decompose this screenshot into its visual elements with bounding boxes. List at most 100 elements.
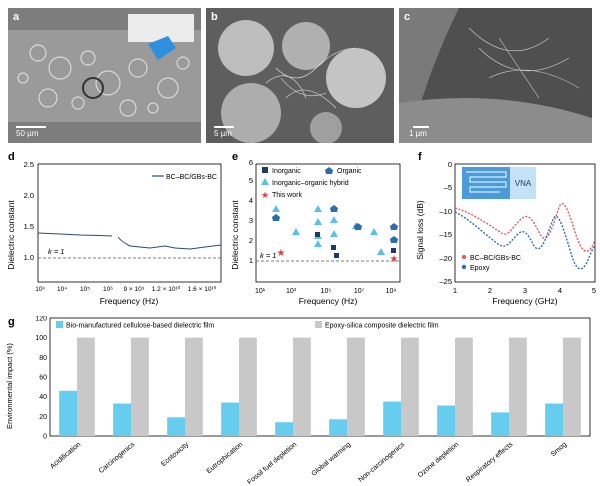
- chart-g-category-label: Global warming: [311, 441, 353, 478]
- chart-d-ylabel: Dielectric constant: [6, 200, 16, 270]
- chart-e-xtick: 10⁵: [321, 288, 332, 295]
- legend-organic-label: Organic: [337, 168, 362, 175]
- chart-e-organic-points: [272, 205, 398, 243]
- chart-f-ytick: 0: [448, 160, 452, 169]
- inset-vna-label: VNA: [515, 179, 532, 188]
- chart-d-xlabel: Frequency (Hz): [100, 296, 159, 306]
- bar-bio: [437, 405, 455, 436]
- panel-letter-b: b: [211, 11, 218, 23]
- bar-bio: [221, 402, 239, 436]
- chart-e: Dielectric constant 1 2 3 4 5 6 k = 1 In…: [230, 158, 401, 306]
- chart-e-ytick: 4: [249, 196, 253, 205]
- chart-g-ytick: 40: [39, 394, 47, 401]
- bar-epoxy: [239, 337, 257, 436]
- chart-f-legend-bc-marker: [461, 254, 467, 260]
- organic-point: [354, 223, 362, 230]
- chart-e-inorganic-points: [315, 232, 396, 258]
- chart-d-xtick: 10⁴: [57, 286, 67, 293]
- chart-g-category-label: Non-carcinogenics: [357, 441, 406, 484]
- inorganic-point: [315, 232, 320, 237]
- inorganic-point: [391, 248, 396, 253]
- bar-bio: [167, 417, 185, 436]
- chart-d-ytick: 1.0: [24, 253, 34, 262]
- chart-d-xtick: 9 × 10⁹: [123, 286, 144, 293]
- chart-e-hybrid-points: [272, 205, 385, 255]
- this-work-point: ★: [277, 248, 286, 259]
- chart-f-xtick: 3: [523, 286, 527, 295]
- legend-epoxy-label: Epoxy-silica composite dielectric film: [325, 323, 439, 330]
- legend-organic-marker: [325, 167, 333, 174]
- chart-g-ylabel: Environmental impact (%): [5, 343, 14, 429]
- chart-d-ytick: 2.0: [24, 191, 34, 200]
- bar-epoxy: [293, 337, 311, 436]
- panel-letter-d: d: [8, 151, 15, 163]
- chart-d-xtick: 10³: [35, 286, 45, 293]
- chart-f-xtick: 4: [558, 286, 562, 295]
- chart-g: Environmental impact (%) Bio-manufacture…: [5, 316, 591, 484]
- sem-image-c: c 1 µm: [399, 8, 592, 143]
- chart-d-frame: [37, 163, 222, 283]
- chart-e-xtick: 10³: [286, 288, 297, 295]
- inset-meander-line: [466, 171, 507, 193]
- sem-texture-b: [206, 8, 394, 143]
- chart-e-ytick: 6: [249, 158, 253, 167]
- legend-hybrid-marker: [261, 178, 269, 185]
- chart-f-series-epoxy: [454, 211, 596, 270]
- chart-d-ytick: 2.5: [24, 160, 34, 169]
- chart-g-category-label: Ozone depletion: [417, 441, 461, 479]
- organic-point: [390, 223, 398, 230]
- chart-f-ytick: –20: [439, 254, 452, 263]
- inorganic-point: [334, 253, 339, 258]
- chart-d: Dielectric constant 1.0 1.5 2.0 2.5 k = …: [6, 160, 222, 306]
- legend-bio-label: Bio-manufactured cellulose-based dielect…: [66, 323, 214, 330]
- bar-epoxy: [455, 337, 473, 436]
- bar-bio: [329, 419, 347, 436]
- chart-g-category-label: Smog: [550, 441, 569, 458]
- scale-bar-b: [214, 126, 234, 128]
- chart-g-category-label: Carcinogenics: [98, 441, 137, 475]
- sem-image-b: b 5 µm: [206, 8, 394, 143]
- legend-bio-swatch: [56, 321, 63, 328]
- legend-this-work-label: This work: [272, 192, 302, 199]
- chart-f-ytick: –5: [444, 183, 452, 192]
- bar-epoxy: [509, 337, 527, 436]
- hybrid-point: [314, 205, 322, 212]
- hybrid-point: [314, 240, 322, 247]
- chart-f-ytick: –15: [439, 230, 452, 239]
- chart-e-xtick: 10⁹: [386, 288, 397, 295]
- organic-point: [330, 205, 338, 212]
- chart-d-series-segment1: [37, 232, 113, 237]
- chart-f-ytick: –10: [439, 207, 452, 216]
- chart-g-category-label: Respiratory effects: [465, 441, 514, 484]
- chart-g-ytick: 120: [35, 316, 47, 323]
- legend-hybrid-label: Inorganic–organic hybrid: [272, 180, 349, 187]
- organic-point: [390, 236, 398, 243]
- scale-bar-a: [16, 126, 46, 128]
- chart-e-frame: [255, 163, 401, 283]
- panel-letter-g: g: [8, 316, 15, 328]
- chart-f-xtick: 1: [453, 286, 457, 295]
- hybrid-point: [377, 248, 385, 255]
- hybrid-point: [314, 218, 322, 225]
- bar-bio: [275, 422, 293, 436]
- panel-letter-c: c: [404, 11, 411, 23]
- chart-f-xtick: 5: [592, 286, 596, 295]
- sem-image-a: a 50 µm: [8, 8, 201, 143]
- inset-vna-box: [510, 167, 536, 199]
- chart-d-k1-label: k = 1: [48, 247, 64, 256]
- scale-bar-c: [413, 126, 429, 128]
- panel-letter-a: a: [13, 11, 20, 23]
- chart-f-ytick: –25: [439, 277, 452, 286]
- hybrid-point: [330, 230, 338, 237]
- this-work-point: ★: [390, 254, 399, 265]
- bar-bio: [383, 401, 401, 436]
- hybrid-point: [272, 205, 280, 212]
- chart-f-legend-epoxy-label: Epoxy: [470, 265, 490, 272]
- chart-f-legend-bc-label: BC–BC/GBs-BC: [470, 255, 521, 262]
- chart-e-ytick: 2: [249, 236, 253, 245]
- chart-f: Signal loss (dB) 0 –5 –10 –15 –20 –25 VN…: [415, 160, 596, 306]
- chart-f-series-bc: [454, 203, 596, 252]
- bar-bio: [491, 412, 509, 436]
- bar-epoxy: [563, 337, 581, 436]
- bar-epoxy: [401, 337, 419, 436]
